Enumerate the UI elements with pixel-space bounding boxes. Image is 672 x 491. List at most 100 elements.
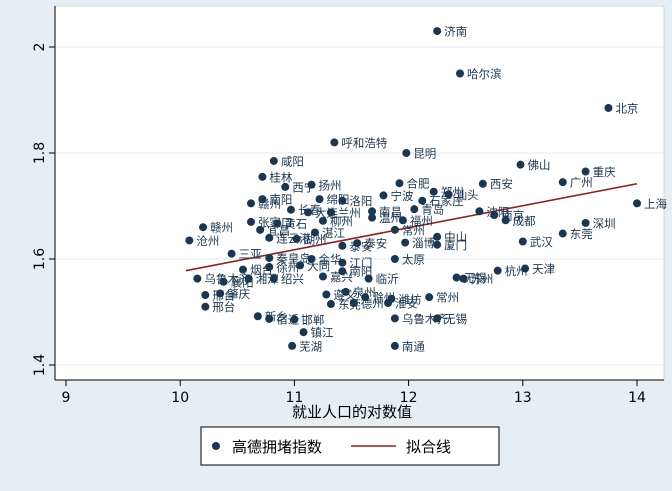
- data-point: [349, 298, 358, 307]
- data-point: [258, 172, 267, 181]
- data-point-label: 哈尔滨: [467, 67, 502, 81]
- data-point: [518, 237, 527, 246]
- data-point: [338, 267, 347, 276]
- x-tick-label: 12: [400, 390, 418, 406]
- data-point-label: 乌鲁木齐: [204, 272, 250, 286]
- data-point: [201, 302, 210, 311]
- data-point: [247, 199, 256, 208]
- data-point-label: 北京: [615, 101, 638, 115]
- data-point-label: 徐州: [276, 260, 299, 274]
- data-point: [501, 216, 510, 225]
- data-point: [216, 289, 225, 298]
- data-point: [433, 27, 442, 36]
- data-point: [185, 236, 194, 245]
- data-point: [318, 272, 327, 281]
- data-point: [353, 239, 362, 248]
- data-point-label: 芜湖: [299, 339, 322, 353]
- data-point-label: 临沂: [376, 272, 399, 286]
- data-point-label: 邯郸: [301, 313, 324, 327]
- data-point: [304, 208, 313, 217]
- axes: [54, 6, 664, 381]
- data-point: [253, 312, 262, 321]
- fit-line: [185, 182, 638, 272]
- data-point-label: 三亚: [239, 247, 262, 261]
- y-tick-label: 1.8: [32, 142, 48, 164]
- axis-ticks: 1.4 1.6 1.8 2 9 10 11 12 13 14: [32, 43, 646, 406]
- data-point: [390, 225, 399, 234]
- y-tick-label: 1.4: [32, 354, 48, 376]
- data-point: [433, 314, 442, 323]
- data-point-label: 宁波: [390, 189, 413, 203]
- data-point-label: 泰安: [349, 239, 372, 253]
- data-point-label: 大同: [307, 259, 330, 273]
- data-point: [429, 187, 438, 196]
- data-point-label: 乌鲁木齐: [402, 312, 448, 326]
- data-point-label: 深圳: [593, 216, 616, 230]
- data-point: [455, 69, 464, 78]
- data-point: [265, 314, 274, 323]
- data-point-label: 淮安: [395, 296, 418, 310]
- data-point: [341, 287, 350, 296]
- data-point-label: 福州: [410, 214, 433, 228]
- legend-box: [200, 426, 500, 466]
- data-point-label: 湖州: [304, 232, 327, 246]
- x-axis-title: 就业人口的对数值: [292, 403, 412, 421]
- data-point-label: 嘉兴: [330, 270, 353, 284]
- data-point-label: 桂林: [269, 170, 292, 184]
- data-point: [201, 291, 210, 300]
- data-point-label: 青岛: [421, 203, 444, 217]
- data-point: [307, 255, 316, 263]
- legend-label-fit: 拟合线: [406, 438, 451, 456]
- data-point-label: 江门: [349, 256, 372, 270]
- data-point: [581, 218, 590, 227]
- data-point: [475, 207, 484, 216]
- data-point-label: 佛山: [528, 158, 551, 172]
- data-point-label: 金华: [319, 253, 342, 267]
- data-point-label: 厦门: [444, 238, 467, 252]
- data-point: [292, 234, 301, 243]
- data-point-label: 宜昌: [267, 223, 290, 237]
- x-tick-label: 13: [514, 390, 532, 406]
- data-point-label: 太原: [402, 253, 425, 267]
- data-point: [433, 232, 442, 241]
- x-tick-label: 9: [62, 390, 71, 406]
- data-point: [558, 178, 567, 187]
- data-point: [493, 266, 502, 275]
- data-point: [219, 277, 228, 286]
- data-point: [256, 225, 265, 234]
- data-point-label: 沧州: [196, 234, 219, 248]
- data-point: [338, 258, 347, 267]
- data-point: [459, 274, 468, 283]
- data-point: [269, 156, 278, 165]
- x-tick-label: 11: [285, 390, 303, 406]
- data-point: [326, 208, 335, 217]
- data-point: [310, 228, 319, 237]
- data-point-label: 呼和浩特: [341, 136, 387, 150]
- data-point-label: 肇庆: [227, 287, 250, 301]
- data-point-label: 咸阳: [281, 154, 304, 168]
- data-point: [364, 274, 373, 283]
- data-point-label: 昆明: [413, 147, 436, 161]
- data-point-label: 常州: [436, 291, 459, 305]
- data-point-label: 南阳: [269, 193, 292, 207]
- y-tick-label: 2: [32, 43, 48, 52]
- data-point: [290, 315, 299, 324]
- data-point: [390, 314, 399, 323]
- scatter-points-layer: 济南哈尔滨北京呼和浩特昆明咸阳 佛山 重庆桂林 西安 广州扬州西宁 合肥郑州汕头南阳赣州绵…: [185, 25, 667, 353]
- data-point-label: 柳州: [330, 214, 353, 228]
- data-point: [193, 274, 202, 283]
- x-tick-label: 14: [628, 390, 646, 406]
- data-point-label: 天津: [532, 262, 555, 276]
- data-point-label: 西安: [490, 177, 513, 191]
- data-point: [633, 199, 641, 208]
- data-point-label: 泉州: [353, 285, 376, 299]
- data-point-label: 扬州: [319, 178, 342, 192]
- data-point: [581, 167, 590, 176]
- data-point-label: 武汉: [530, 235, 553, 249]
- data-point: [390, 341, 399, 350]
- data-point: [410, 205, 419, 214]
- data-point: [433, 240, 442, 249]
- data-point-label: 东莞: [338, 298, 361, 312]
- data-point: [395, 179, 404, 188]
